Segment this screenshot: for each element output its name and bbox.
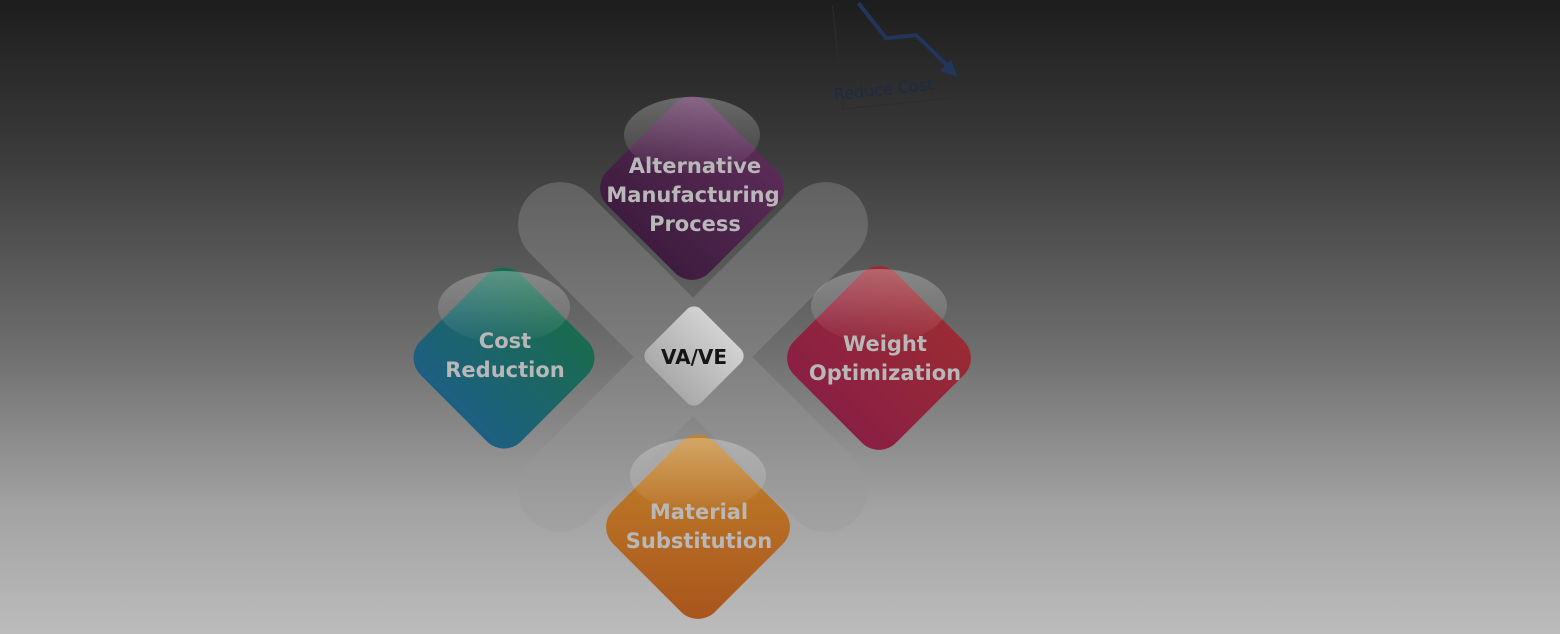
diamond-right-gloss bbox=[811, 269, 947, 343]
center-tile-vave: VA/VE bbox=[644, 306, 744, 406]
diamond-bottom-gloss bbox=[630, 438, 766, 512]
diamond-weight-optimization: Weight Optimization bbox=[787, 266, 971, 450]
chart-trend-line bbox=[856, 1, 952, 70]
diamond-top-line-2: Manufacturing bbox=[606, 183, 779, 207]
chart-label: Reduce Cost bbox=[833, 75, 934, 104]
diamond-cost-reduction: Cost Reduction bbox=[413, 267, 595, 449]
diamond-bottom-line-1: Material bbox=[650, 500, 748, 524]
diamond-left-gloss bbox=[438, 271, 570, 343]
diamond-bottom-line-2: Substitution bbox=[626, 529, 772, 553]
diamond-alternative-manufacturing-process: Alternative Manufacturing Process bbox=[600, 96, 784, 280]
chart-axis-x bbox=[843, 96, 955, 110]
diamond-top-line-3: Process bbox=[649, 212, 741, 236]
diamond-top-gloss bbox=[624, 97, 760, 173]
diamond-material-substitution: Material Substitution bbox=[606, 435, 790, 619]
diamond-left-line-2: Reduction bbox=[445, 358, 564, 382]
reduce-cost-chart: Reduce Cost bbox=[832, 1, 958, 110]
diamond-right-line-2: Optimization bbox=[809, 361, 961, 385]
center-label: VA/VE bbox=[661, 345, 727, 369]
diamond-top-line-1: Alternative bbox=[629, 154, 761, 178]
diamond-right-line-1: Weight bbox=[843, 332, 927, 356]
chart-axis-y bbox=[832, 5, 844, 110]
center-tile-shape bbox=[644, 306, 744, 406]
diamond-left-line-1: Cost bbox=[479, 329, 531, 353]
chart-arrow-head bbox=[939, 59, 958, 78]
